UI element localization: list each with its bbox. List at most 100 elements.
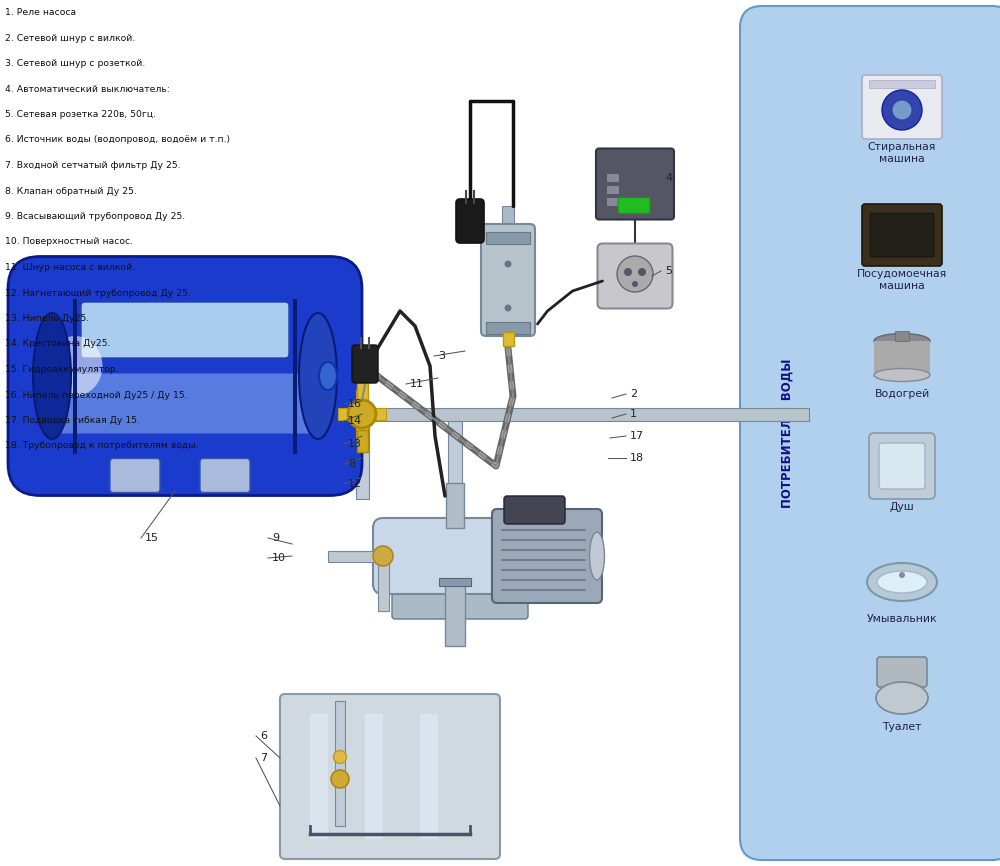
Bar	[356, 426, 368, 438]
Text: 10. Поверхностный насос.: 10. Поверхностный насос.	[5, 237, 133, 247]
FancyBboxPatch shape	[81, 302, 289, 358]
Ellipse shape	[874, 333, 930, 348]
FancyBboxPatch shape	[740, 6, 1000, 860]
Text: 6: 6	[260, 731, 267, 741]
Text: 12: 12	[348, 479, 362, 489]
Bar	[607, 198, 619, 206]
Bar	[607, 174, 619, 182]
Ellipse shape	[319, 362, 337, 390]
Text: 10: 10	[272, 553, 286, 563]
Ellipse shape	[33, 313, 71, 439]
Bar	[73, 299, 77, 454]
Bar	[328, 551, 383, 561]
Text: 4: 4	[665, 173, 672, 183]
Text: 14: 14	[348, 416, 362, 426]
FancyBboxPatch shape	[110, 458, 160, 493]
Bar	[874, 341, 930, 375]
Bar	[503, 332, 514, 346]
FancyBboxPatch shape	[200, 458, 250, 493]
Circle shape	[505, 305, 512, 312]
Circle shape	[882, 90, 922, 130]
Bar	[486, 232, 530, 244]
Bar	[338, 408, 350, 420]
Text: 17: 17	[630, 431, 644, 441]
Text: Посудомоечная
машина: Посудомоечная машина	[857, 269, 947, 291]
Bar	[365, 714, 383, 839]
Text: Душ: Душ	[890, 502, 914, 512]
Ellipse shape	[48, 336, 103, 396]
Bar	[374, 408, 809, 421]
Bar	[378, 556, 388, 611]
Text: 5. Сетевая розетка 220в, 50гц.: 5. Сетевая розетка 220в, 50гц.	[5, 110, 156, 119]
Text: 5: 5	[665, 266, 672, 276]
Circle shape	[638, 268, 646, 276]
Text: 3: 3	[438, 351, 445, 361]
Ellipse shape	[877, 571, 927, 593]
FancyBboxPatch shape	[481, 224, 535, 336]
FancyBboxPatch shape	[373, 518, 537, 594]
FancyBboxPatch shape	[862, 75, 942, 139]
Circle shape	[348, 400, 376, 428]
Text: 15. Гидроаккумулятор.: 15. Гидроаккумулятор.	[5, 365, 119, 374]
Bar	[869, 80, 935, 88]
Bar	[446, 483, 464, 528]
Bar	[439, 578, 471, 586]
Ellipse shape	[867, 563, 937, 601]
Circle shape	[334, 751, 347, 764]
Text: ПОТРЕБИТЕЛИ  ВОДЫ: ПОТРЕБИТЕЛИ ВОДЫ	[780, 359, 794, 507]
Bar	[420, 714, 438, 839]
FancyBboxPatch shape	[869, 433, 935, 499]
Ellipse shape	[874, 369, 930, 382]
Text: 12. Нагнетающий трубопровод Ду 25.: 12. Нагнетающий трубопровод Ду 25.	[5, 288, 191, 298]
Text: 18. Трубопровод к потребителям воды.: 18. Трубопровод к потребителям воды.	[5, 442, 198, 450]
Ellipse shape	[299, 313, 337, 439]
Text: 7. Входной сетчатый фильтр Ду 25.: 7. Входной сетчатый фильтр Ду 25.	[5, 161, 180, 170]
Circle shape	[899, 572, 905, 578]
Text: 2. Сетевой шнур с вилкой.: 2. Сетевой шнур с вилкой.	[5, 34, 135, 42]
Text: 15: 15	[145, 533, 159, 543]
Circle shape	[632, 281, 638, 287]
FancyBboxPatch shape	[352, 345, 378, 383]
FancyBboxPatch shape	[456, 199, 484, 243]
FancyBboxPatch shape	[504, 496, 565, 524]
FancyBboxPatch shape	[862, 204, 942, 266]
Bar	[448, 414, 462, 528]
Text: 3. Сетевой шнур с розеткой.: 3. Сетевой шнур с розеткой.	[5, 59, 145, 68]
Bar	[356, 427, 368, 499]
Bar	[448, 551, 461, 636]
Bar	[895, 331, 909, 341]
Text: 13: 13	[348, 439, 362, 449]
Text: 16: 16	[348, 399, 362, 409]
Text: 11. Шнур насоса с вилкой.: 11. Шнур насоса с вилкой.	[5, 263, 135, 272]
Text: Водогрей: Водогрей	[874, 389, 930, 399]
FancyBboxPatch shape	[492, 509, 602, 603]
Ellipse shape	[590, 532, 604, 580]
Bar	[445, 581, 465, 646]
Text: 4. Автоматический выключатель:: 4. Автоматический выключатель:	[5, 85, 170, 94]
FancyBboxPatch shape	[879, 443, 925, 489]
Text: 9: 9	[272, 533, 279, 543]
Text: 1: 1	[630, 409, 637, 419]
Circle shape	[373, 546, 393, 566]
Bar	[502, 206, 514, 231]
FancyBboxPatch shape	[877, 657, 927, 687]
Bar	[293, 299, 297, 454]
Bar	[356, 378, 368, 400]
Text: 1. Реле насоса: 1. Реле насоса	[5, 8, 76, 17]
Text: 11: 11	[410, 379, 424, 389]
FancyBboxPatch shape	[598, 243, 672, 308]
Text: 13. Нипель Ду25.: 13. Нипель Ду25.	[5, 314, 89, 323]
FancyBboxPatch shape	[596, 148, 674, 219]
Bar	[607, 186, 619, 194]
FancyBboxPatch shape	[618, 197, 650, 214]
FancyBboxPatch shape	[45, 373, 325, 434]
Ellipse shape	[876, 682, 928, 714]
Text: 8. Клапан обратный Ду 25.: 8. Клапан обратный Ду 25.	[5, 186, 137, 196]
Circle shape	[624, 268, 632, 276]
Text: 6. Источник воды (водопровод, водоём и т.п.): 6. Источник воды (водопровод, водоём и т…	[5, 135, 230, 145]
Circle shape	[331, 770, 349, 788]
Text: Умывальник: Умывальник	[867, 614, 937, 624]
Text: 14. Крестовина Ду25.: 14. Крестовина Ду25.	[5, 339, 110, 348]
Text: 7: 7	[260, 753, 267, 763]
Text: 8: 8	[348, 459, 355, 469]
